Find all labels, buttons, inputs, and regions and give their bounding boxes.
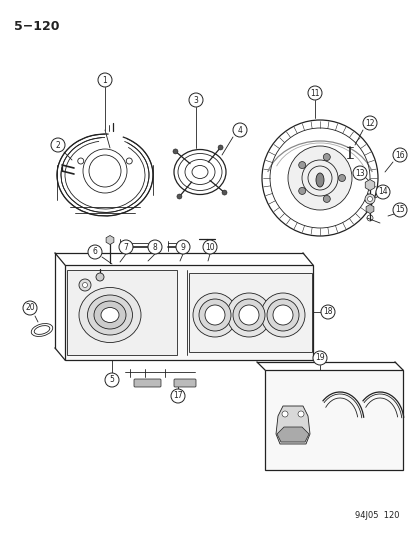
Circle shape — [173, 149, 178, 154]
FancyBboxPatch shape — [173, 379, 195, 387]
Circle shape — [281, 411, 287, 417]
Circle shape — [362, 116, 376, 130]
Text: 5: 5 — [109, 376, 114, 384]
Polygon shape — [276, 427, 308, 442]
Circle shape — [272, 305, 292, 325]
Circle shape — [320, 305, 334, 319]
Circle shape — [199, 299, 230, 331]
Circle shape — [88, 245, 102, 259]
Circle shape — [323, 154, 330, 160]
Polygon shape — [275, 406, 309, 444]
Circle shape — [202, 240, 216, 254]
Text: 9: 9 — [180, 243, 185, 252]
Circle shape — [298, 188, 305, 195]
Text: 19: 19 — [314, 353, 324, 362]
Ellipse shape — [94, 301, 126, 329]
Ellipse shape — [87, 295, 132, 335]
Circle shape — [119, 240, 133, 254]
Circle shape — [298, 161, 305, 168]
Circle shape — [260, 293, 304, 337]
Text: 8: 8 — [152, 243, 157, 252]
Text: 10: 10 — [205, 243, 214, 252]
Text: 17: 17 — [173, 392, 183, 400]
Circle shape — [204, 305, 224, 325]
Text: 2: 2 — [55, 141, 60, 149]
Text: 12: 12 — [364, 118, 374, 127]
Circle shape — [218, 145, 223, 150]
FancyBboxPatch shape — [264, 370, 402, 470]
Text: 6: 6 — [93, 247, 97, 256]
Ellipse shape — [101, 308, 119, 322]
Circle shape — [364, 194, 374, 204]
Circle shape — [221, 190, 226, 195]
Circle shape — [238, 305, 259, 325]
Circle shape — [171, 389, 185, 403]
Circle shape — [79, 279, 91, 291]
Text: 13: 13 — [354, 168, 364, 177]
Circle shape — [233, 299, 264, 331]
Circle shape — [233, 123, 247, 137]
Circle shape — [226, 293, 271, 337]
Text: 94J05  120: 94J05 120 — [355, 511, 399, 520]
Text: 16: 16 — [394, 150, 404, 159]
Circle shape — [323, 196, 330, 203]
Circle shape — [352, 166, 366, 180]
Circle shape — [78, 158, 83, 164]
Circle shape — [96, 273, 104, 281]
Circle shape — [82, 282, 87, 287]
Circle shape — [312, 351, 326, 365]
FancyBboxPatch shape — [189, 273, 311, 352]
FancyBboxPatch shape — [67, 270, 177, 355]
Circle shape — [375, 185, 389, 199]
Text: 11: 11 — [309, 88, 319, 98]
FancyBboxPatch shape — [65, 265, 312, 360]
Text: 7: 7 — [123, 243, 128, 252]
Text: 15: 15 — [394, 206, 404, 214]
Circle shape — [338, 174, 345, 182]
Text: 1: 1 — [102, 76, 107, 85]
FancyBboxPatch shape — [134, 379, 161, 387]
Text: 5−120: 5−120 — [14, 20, 59, 33]
Text: 20: 20 — [25, 303, 35, 312]
Circle shape — [98, 73, 112, 87]
Text: 4: 4 — [237, 125, 242, 134]
Circle shape — [176, 240, 190, 254]
Circle shape — [147, 240, 161, 254]
Ellipse shape — [315, 173, 323, 187]
Circle shape — [192, 293, 236, 337]
Text: 3: 3 — [193, 95, 198, 104]
Circle shape — [367, 197, 372, 201]
Circle shape — [287, 146, 351, 210]
Circle shape — [392, 148, 406, 162]
Circle shape — [392, 203, 406, 217]
Circle shape — [23, 301, 37, 315]
Circle shape — [126, 158, 132, 164]
Circle shape — [189, 93, 202, 107]
Text: 18: 18 — [323, 308, 332, 317]
Circle shape — [266, 299, 298, 331]
Circle shape — [51, 138, 65, 152]
Ellipse shape — [79, 287, 141, 343]
Text: 14: 14 — [377, 188, 387, 197]
Circle shape — [297, 411, 303, 417]
Circle shape — [176, 194, 181, 199]
Circle shape — [307, 86, 321, 100]
Circle shape — [105, 373, 119, 387]
